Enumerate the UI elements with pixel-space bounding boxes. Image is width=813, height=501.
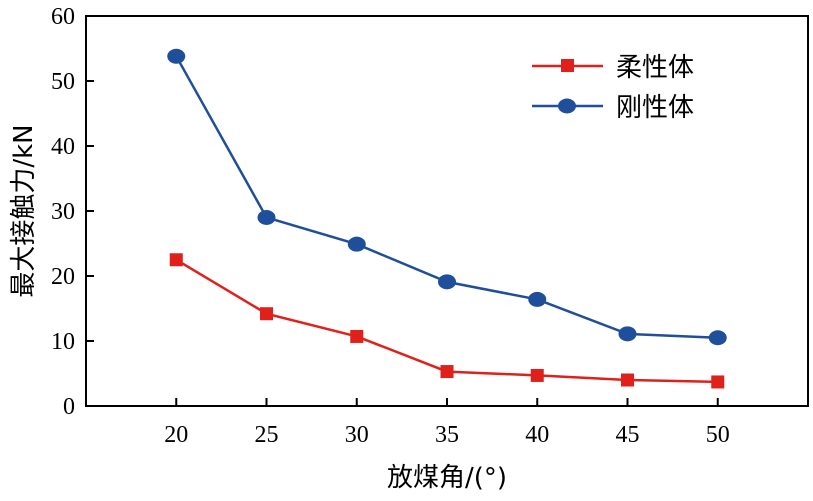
x-axis-ticks: 20 25 30 35 40 45 50 (164, 398, 730, 448)
data-point-circle (257, 210, 276, 225)
legend: 柔性体 刚性体 (532, 53, 694, 123)
y-tick-label: 0 (63, 394, 75, 420)
y-tick-label: 50 (51, 69, 75, 95)
x-tick-label: 25 (255, 422, 279, 448)
y-tick-label: 40 (51, 134, 75, 160)
data-point-square (350, 329, 364, 343)
data-point-square (711, 375, 725, 389)
y-tick-label: 30 (51, 199, 75, 225)
legend-label-series-0: 柔性体 (616, 53, 694, 83)
data-point-square (169, 253, 183, 267)
y-tick-label: 10 (51, 329, 75, 355)
x-tick-label: 40 (525, 422, 549, 448)
data-point-square (440, 365, 454, 379)
data-point-circle (347, 236, 366, 252)
x-tick-label: 30 (345, 422, 369, 448)
data-point-circle (167, 48, 186, 64)
y-tick-label: 60 (51, 4, 75, 30)
legend-label-series-1: 刚性体 (616, 93, 694, 123)
data-point-circle (528, 291, 547, 307)
data-point-square (260, 307, 273, 321)
data-point-circle (708, 330, 727, 346)
legend-marker-circle (558, 98, 576, 114)
legend-marker-square (561, 59, 574, 72)
x-tick-label: 20 (164, 422, 188, 448)
x-tick-label: 45 (616, 422, 640, 448)
y-axis-ticks: 0 10 20 30 40 50 60 (51, 4, 94, 420)
x-axis-title: 放煤角/(°) (387, 463, 507, 493)
y-tick-label: 20 (51, 264, 75, 290)
x-tick-label: 50 (706, 422, 730, 448)
x-tick-label: 35 (435, 422, 459, 448)
data-point-circle (618, 326, 637, 342)
y-axis-title: 最大接触力/kN (9, 124, 39, 297)
series-layer (167, 48, 727, 389)
plot-frame (85, 15, 809, 407)
data-point-square (530, 368, 544, 382)
data-point-circle (438, 274, 456, 290)
data-point-square (621, 373, 634, 387)
